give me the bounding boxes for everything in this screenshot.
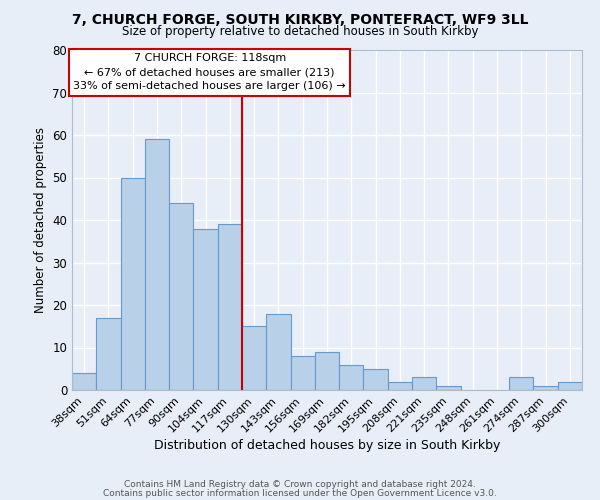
Bar xyxy=(266,314,290,390)
Bar xyxy=(533,386,558,390)
Text: 7, CHURCH FORGE, SOUTH KIRKBY, PONTEFRACT, WF9 3LL: 7, CHURCH FORGE, SOUTH KIRKBY, PONTEFRAC… xyxy=(72,12,528,26)
Text: Size of property relative to detached houses in South Kirkby: Size of property relative to detached ho… xyxy=(122,25,478,38)
Bar xyxy=(436,386,461,390)
Text: Contains public sector information licensed under the Open Government Licence v3: Contains public sector information licen… xyxy=(103,488,497,498)
Bar xyxy=(72,373,96,390)
Bar xyxy=(193,228,218,390)
Bar xyxy=(290,356,315,390)
Bar xyxy=(388,382,412,390)
Bar xyxy=(558,382,582,390)
Bar xyxy=(96,318,121,390)
Bar xyxy=(315,352,339,390)
Bar xyxy=(339,364,364,390)
Bar xyxy=(218,224,242,390)
X-axis label: Distribution of detached houses by size in South Kirkby: Distribution of detached houses by size … xyxy=(154,440,500,452)
Bar xyxy=(169,203,193,390)
Bar xyxy=(509,378,533,390)
Y-axis label: Number of detached properties: Number of detached properties xyxy=(34,127,47,313)
Bar xyxy=(242,326,266,390)
Bar xyxy=(145,139,169,390)
Bar xyxy=(364,369,388,390)
Bar xyxy=(412,378,436,390)
Text: 7 CHURCH FORGE: 118sqm
← 67% of detached houses are smaller (213)
33% of semi-de: 7 CHURCH FORGE: 118sqm ← 67% of detached… xyxy=(73,54,346,92)
Bar xyxy=(121,178,145,390)
Text: Contains HM Land Registry data © Crown copyright and database right 2024.: Contains HM Land Registry data © Crown c… xyxy=(124,480,476,489)
